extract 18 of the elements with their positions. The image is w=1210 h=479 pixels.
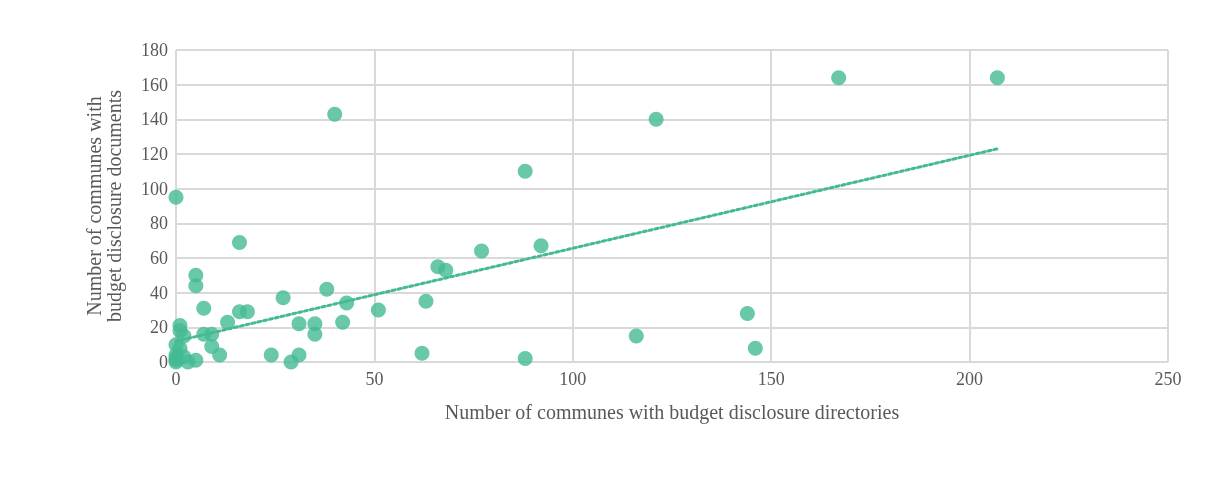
y-tick-label: 80 (150, 213, 168, 234)
y-tick-label: 100 (141, 178, 168, 199)
x-tick-label: 0 (171, 369, 181, 389)
x-tick-label: 150 (757, 369, 785, 389)
y-tick-label: 20 (150, 317, 168, 338)
y-tick-label: 180 (141, 40, 168, 60)
x-tick-label: 50 (365, 369, 384, 389)
x-tick-label: 100 (559, 369, 587, 389)
x-tick-label: 250 (1154, 369, 1182, 389)
y-tick-label: 120 (141, 144, 168, 164)
y-tick-label: 40 (150, 282, 168, 303)
y-tick-label: 140 (141, 109, 168, 130)
y-tick-label: 160 (141, 74, 168, 95)
x-axis-title: Number of communes with budget disclosure directories (444, 401, 900, 424)
y-axis-title: Number of communes with budget disclosure documents (83, 89, 126, 323)
y-tick-label: 60 (150, 248, 168, 268)
y-tick-label: 0 (159, 352, 168, 372)
x-tick-label: 200 (956, 369, 984, 389)
